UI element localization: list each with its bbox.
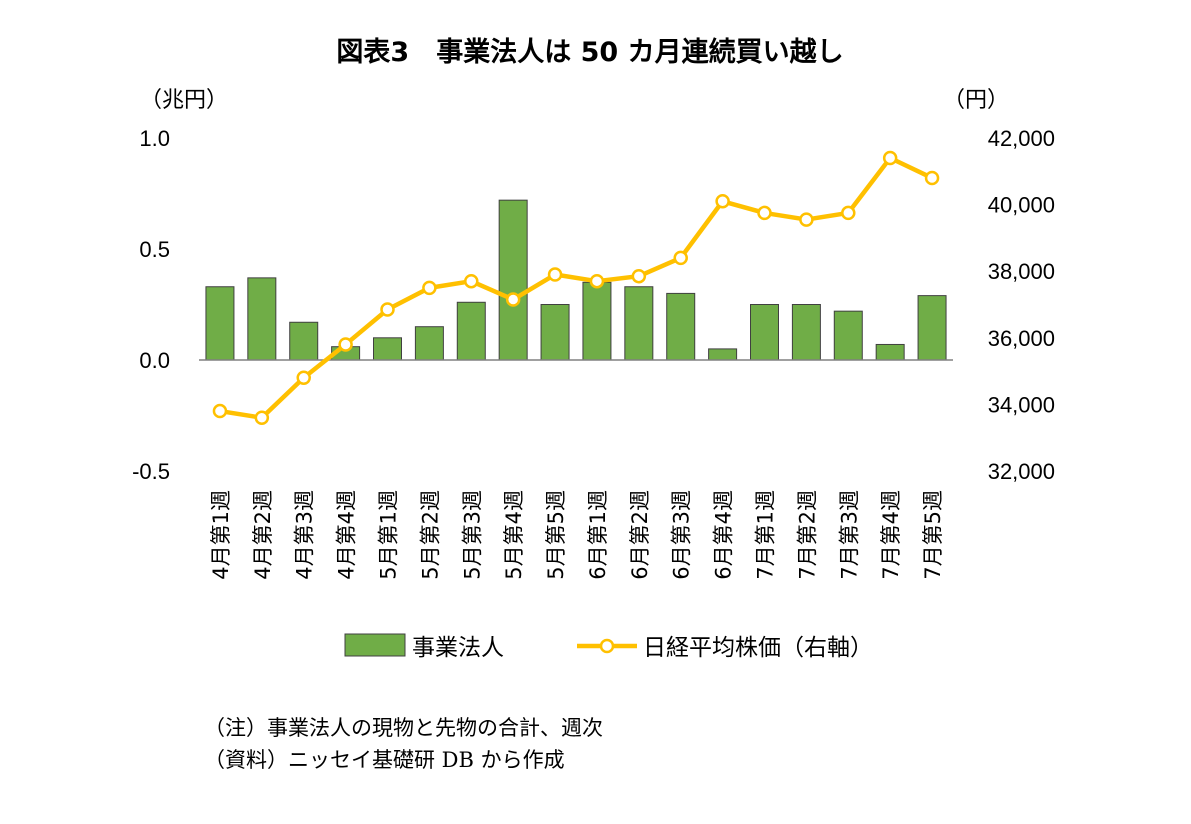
category-label: 5月第4週 <box>502 490 526 580</box>
category-label: 5月第1週 <box>377 490 401 580</box>
line-point <box>422 280 437 296</box>
bar <box>540 304 570 361</box>
bar <box>624 286 654 361</box>
right-axis-unit: （円） <box>943 88 1009 113</box>
note-line: （注）事業法人の現物と先物の合計、週次 <box>204 716 603 740</box>
bar <box>917 295 947 361</box>
category-label: 7月第4週 <box>879 490 903 580</box>
left-tick-label: 0.5 <box>139 237 170 262</box>
line-point <box>799 212 814 227</box>
category-label: 5月第3週 <box>460 490 484 580</box>
right-tick-label: 38,000 <box>988 259 1055 284</box>
right-tick-label: 32,000 <box>988 459 1055 484</box>
line-point <box>296 370 311 386</box>
right-axis-ticks: 42,000 40,000 38,000 36,000 34,000 32,000 <box>988 126 1055 484</box>
category-label: 6月第4週 <box>712 490 736 580</box>
legend: 事業法人 日経平均株価（右軸） <box>344 633 873 661</box>
category-label: 4月第2週 <box>251 490 275 580</box>
bar <box>247 277 277 361</box>
line-series <box>212 150 940 425</box>
line-point <box>631 268 647 284</box>
line-point <box>841 205 856 221</box>
left-tick-label: 0.0 <box>139 348 170 373</box>
legend-line-label: 日経平均株価（右軸） <box>643 635 873 661</box>
left-tick-label: 1.0 <box>139 126 170 151</box>
category-label: 7月第1週 <box>754 490 778 580</box>
category-label: 5月第5週 <box>544 490 568 580</box>
bar <box>289 321 319 361</box>
right-tick-label: 42,000 <box>988 126 1055 151</box>
left-tick-label: -0.5 <box>132 459 170 484</box>
category-label: 5月第2週 <box>418 490 442 580</box>
line-point <box>212 403 228 419</box>
line-point <box>505 292 521 307</box>
line-point <box>715 194 730 209</box>
bar <box>498 199 528 361</box>
line-point <box>924 170 940 186</box>
bar <box>373 337 402 361</box>
line-path <box>219 155 934 420</box>
line-point <box>464 273 479 289</box>
line-point <box>673 250 688 266</box>
bar <box>791 304 821 361</box>
right-tick-label: 36,000 <box>988 326 1055 351</box>
category-labels: 4月第1週 4月第2週 4月第3週 4月第4週 5月第1週 5月第2週 5月第3週 5月第4週… <box>209 490 945 580</box>
bar <box>414 326 444 361</box>
bar <box>456 301 486 361</box>
category-label: 4月第1週 <box>209 490 233 580</box>
bar <box>582 281 612 361</box>
bar-series <box>205 199 947 361</box>
bar <box>708 348 738 361</box>
bar <box>205 286 235 361</box>
legend-line-marker <box>599 638 615 654</box>
category-label: 4月第4週 <box>335 490 359 580</box>
category-label: 7月第3週 <box>837 490 861 580</box>
bar <box>833 310 863 361</box>
legend-bar-swatch <box>344 633 406 657</box>
line-point <box>589 273 605 289</box>
left-axis-unit: （兆円） <box>140 88 228 113</box>
source-line: （資料）ニッセイ基礎研 DB から作成 <box>204 748 565 772</box>
notes: （注）事業法人の現物と先物の合計、週次 （資料）ニッセイ基礎研 DB から作成 <box>204 712 603 776</box>
bar <box>875 343 905 361</box>
line-point <box>882 150 898 166</box>
category-label: 6月第1週 <box>586 490 610 580</box>
category-label: 7月第5週 <box>921 490 945 580</box>
category-label: 7月第2週 <box>795 490 819 580</box>
category-label: 4月第3週 <box>293 490 317 580</box>
bar <box>750 304 779 361</box>
chart-title: 図表3 事業法人は 50 カ月連続買い越し <box>336 37 843 68</box>
line-point <box>380 302 395 317</box>
line-point <box>757 205 772 221</box>
line-point <box>547 267 563 282</box>
line-point <box>338 337 353 352</box>
line-point <box>254 410 270 425</box>
right-tick-label: 34,000 <box>988 392 1055 417</box>
category-label: 6月第3週 <box>670 490 694 580</box>
category-label: 6月第2週 <box>628 490 652 580</box>
bar <box>666 292 696 361</box>
legend-bar-label: 事業法人 <box>412 635 504 661</box>
left-axis-ticks: 1.0 0.5 0.0 -0.5 <box>132 126 170 484</box>
right-tick-label: 40,000 <box>988 193 1055 218</box>
